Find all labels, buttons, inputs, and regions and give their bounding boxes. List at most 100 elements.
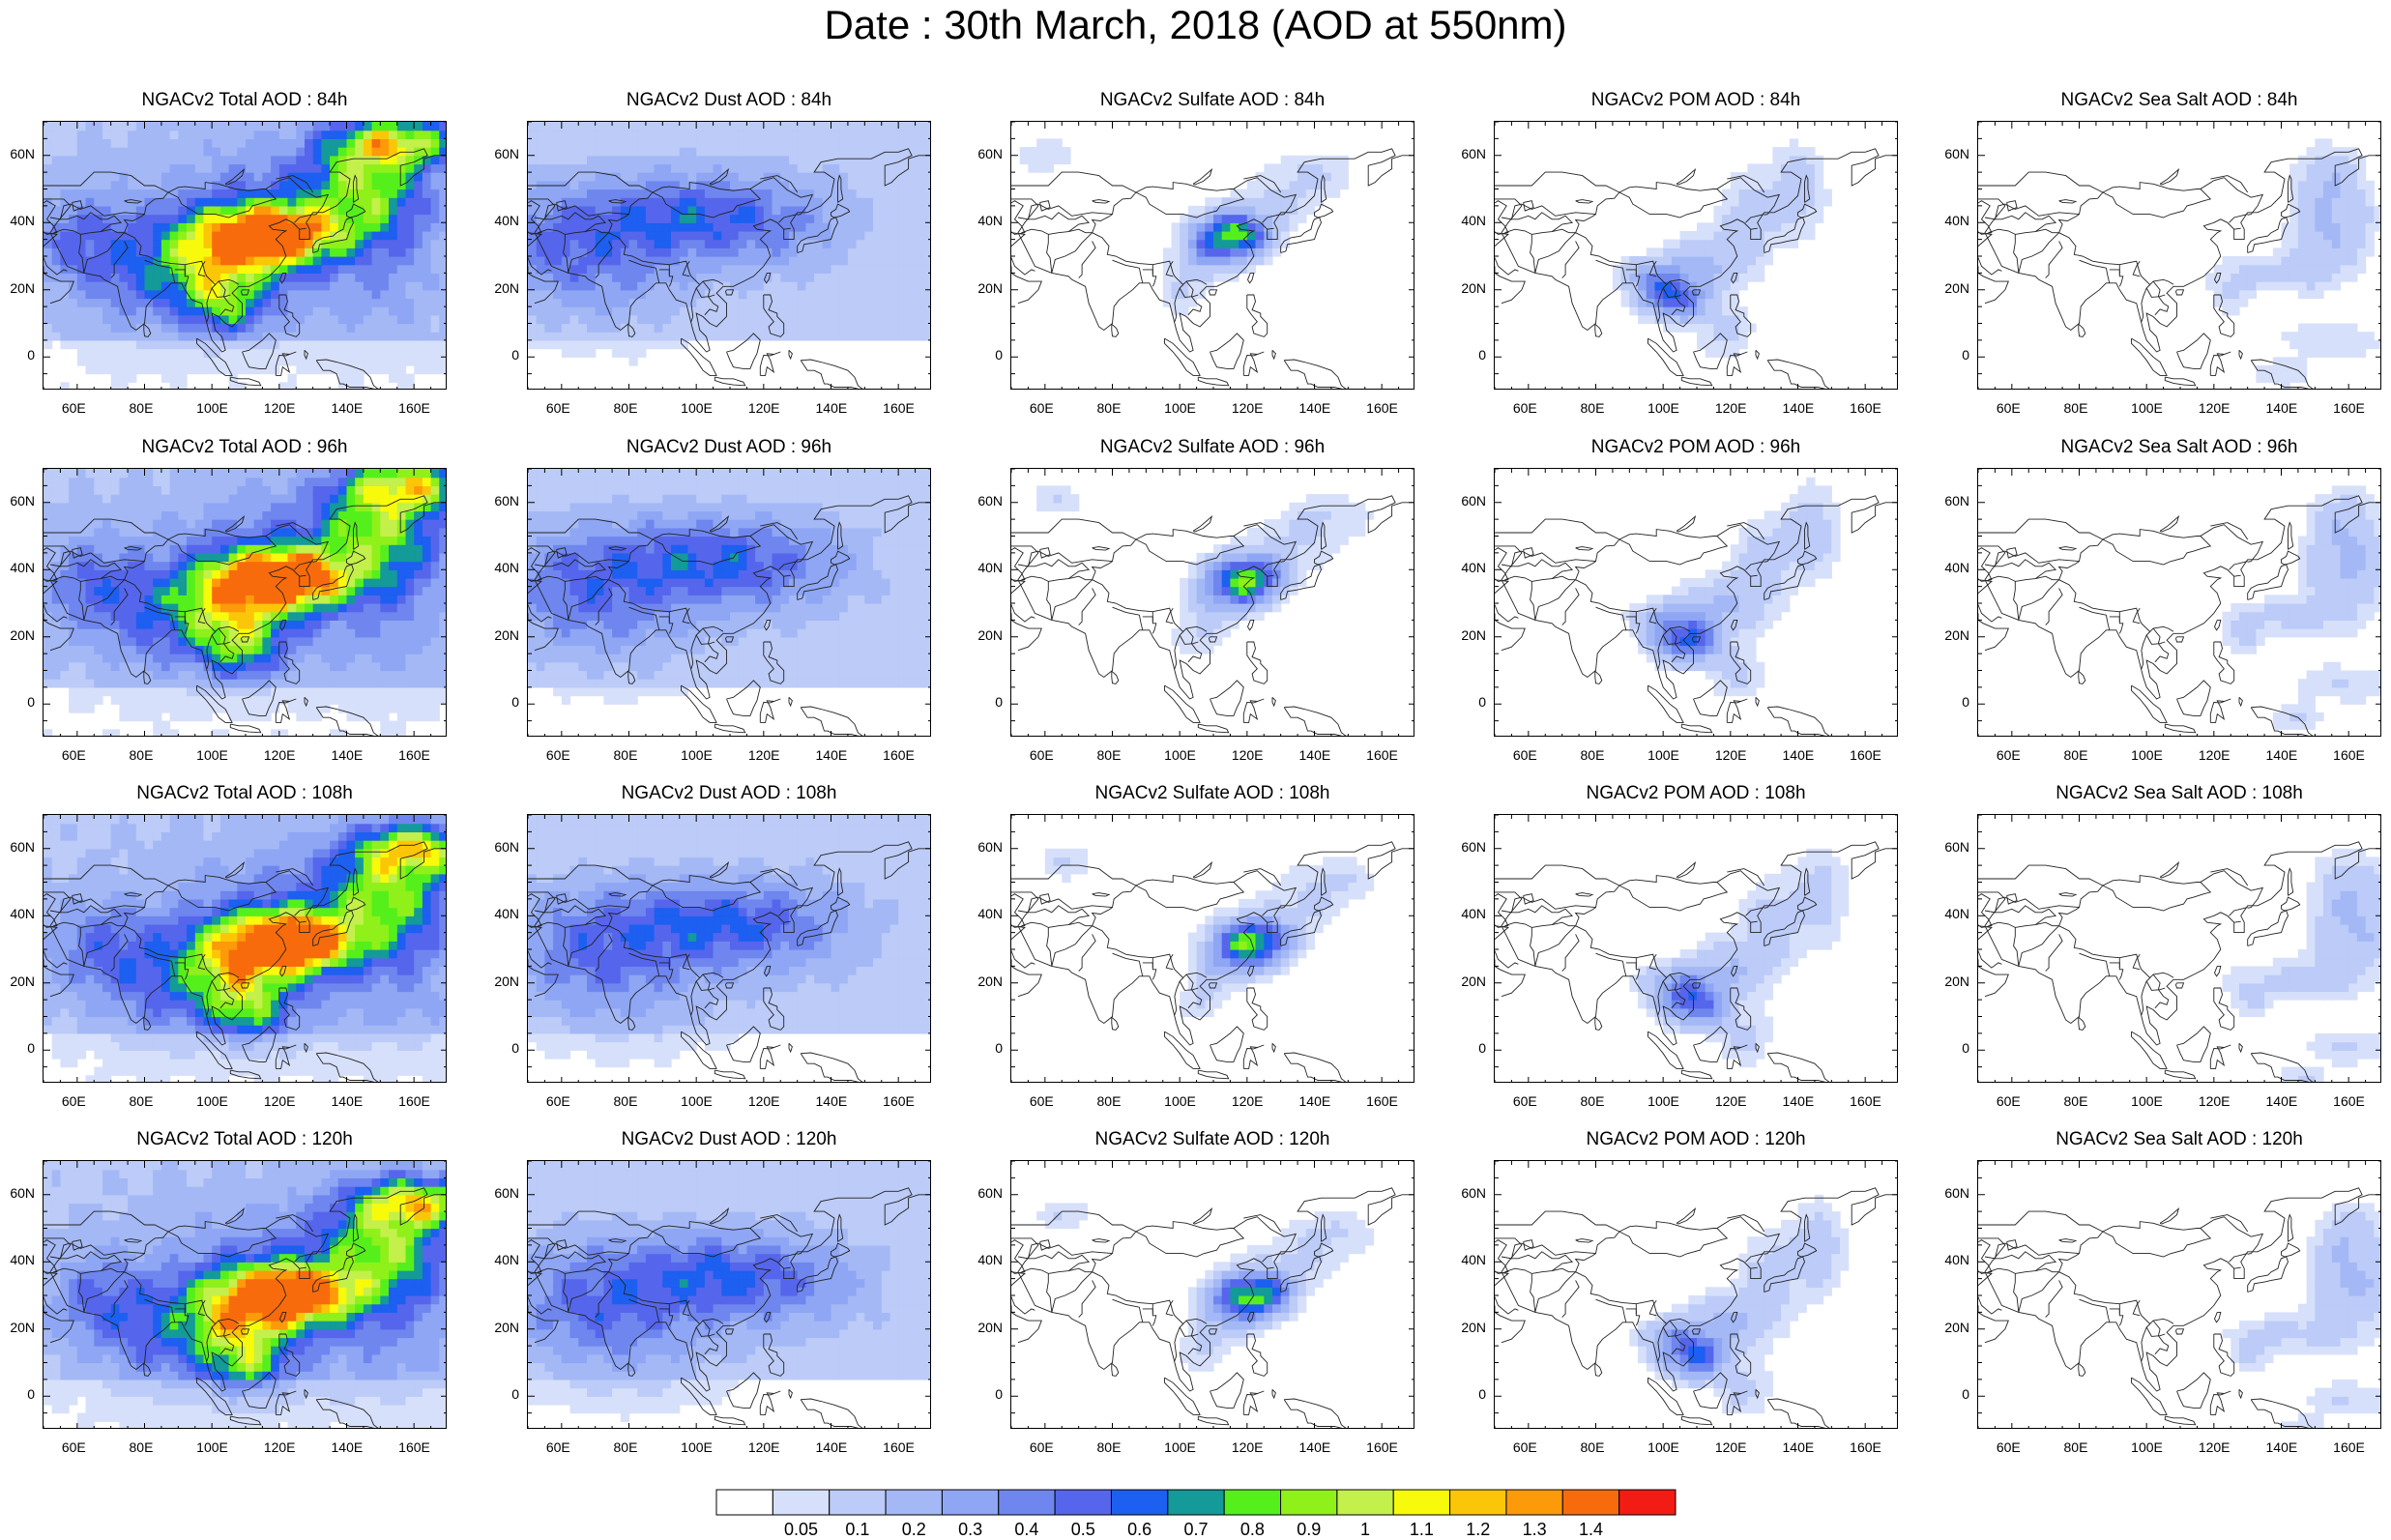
aod-cell [755, 315, 764, 324]
aod-cell [178, 247, 187, 256]
aod-cell [187, 240, 195, 248]
aod-cell [52, 595, 61, 603]
aod-cell [178, 562, 187, 570]
aod-cell [305, 265, 313, 274]
aod-cell [128, 247, 136, 256]
aod-cell [439, 290, 447, 299]
aod-cell [1706, 349, 1714, 358]
aod-cell [279, 281, 288, 290]
aod-cell [923, 122, 931, 131]
aod-cell [2332, 240, 2341, 248]
aod-cell [60, 315, 69, 324]
aod-cell [1672, 256, 1680, 265]
aod-cell [864, 240, 873, 248]
aod-cell [77, 122, 86, 131]
aod-cell [338, 256, 347, 265]
aod-cell [848, 138, 857, 147]
aod-cell [204, 240, 213, 248]
aod-cell [161, 562, 170, 570]
aod-cell [313, 315, 322, 324]
aod-cell [1772, 156, 1781, 164]
aod-cell [170, 306, 179, 315]
aod-cell [739, 298, 747, 306]
aod-cell [52, 256, 61, 265]
aod-cell [671, 189, 680, 198]
aod-cell [646, 315, 655, 324]
x-tick-label: 140E [332, 400, 364, 416]
aod-cell [102, 298, 111, 306]
aod-cell [321, 231, 330, 240]
aod-cell [857, 189, 865, 198]
aod-cell [671, 231, 680, 240]
aod-cell [86, 365, 95, 374]
aod-cell [1188, 206, 1197, 215]
aod-cell [355, 240, 364, 248]
aod-cell [848, 156, 857, 164]
aod-cell [380, 357, 389, 365]
panel-title: NGACv2 Total AOD : 96h [43, 437, 447, 458]
aod-cell [730, 206, 739, 215]
aod-cell [94, 240, 102, 248]
aod-cell [94, 519, 102, 528]
aod-cell [161, 122, 170, 131]
aod-cell [746, 172, 755, 181]
aod-cell [603, 181, 612, 189]
aod-cell [1197, 256, 1206, 265]
aod-cell [77, 645, 86, 654]
aod-cell [178, 181, 187, 189]
aod-cell [86, 197, 95, 206]
aod-cell [890, 306, 899, 315]
aod-cell [1764, 256, 1773, 265]
aod-cell [773, 231, 781, 240]
aod-cell [60, 189, 69, 198]
aod-cell [204, 679, 213, 687]
aod-cell [321, 189, 330, 198]
aod-cell [237, 469, 246, 478]
aod-cell [721, 138, 730, 147]
aod-cell [212, 349, 220, 358]
aod-cell [111, 679, 120, 687]
aod-cell [823, 265, 831, 274]
aod-cell [2307, 290, 2316, 299]
aod-cell [406, 315, 415, 324]
aod-cell [746, 256, 755, 265]
aod-cell [2282, 265, 2290, 274]
aod-cell [789, 281, 798, 290]
aod-cell [612, 131, 621, 139]
aod-cell [2315, 247, 2323, 256]
aod-cell [2231, 298, 2239, 306]
aod-cell [229, 365, 238, 374]
aod-cell [111, 382, 120, 390]
aod-cell [102, 662, 111, 671]
aod-cell [646, 240, 655, 248]
aod-cell [237, 628, 246, 637]
aod-cell [262, 349, 271, 358]
aod-cell [721, 131, 730, 139]
aod-cell [364, 332, 372, 340]
aod-cell [2239, 256, 2248, 265]
aod-cell [621, 156, 629, 164]
aod-cell [94, 494, 102, 503]
aod-cell [305, 131, 313, 139]
aod-cell [296, 365, 305, 374]
aod-cell [305, 298, 313, 306]
aod-cell [1739, 222, 1748, 231]
aod-cell [1298, 156, 1306, 164]
aod-cell [882, 298, 890, 306]
aod-cell [1256, 206, 1265, 215]
aod-cell [570, 215, 579, 223]
aod-cell [229, 122, 238, 131]
aod-cell [2341, 163, 2349, 172]
aod-cell [562, 273, 570, 281]
aod-cell [69, 306, 77, 315]
aod-cell [170, 729, 179, 737]
coastline-path [1495, 266, 1525, 303]
aod-cell [746, 247, 755, 256]
aod-cell [119, 704, 128, 712]
aod-cell [646, 247, 655, 256]
aod-cell [262, 215, 271, 223]
aod-cell [52, 637, 61, 646]
coastline-path [2059, 200, 2076, 204]
aod-cell [397, 349, 406, 358]
aod-cell [890, 138, 899, 147]
